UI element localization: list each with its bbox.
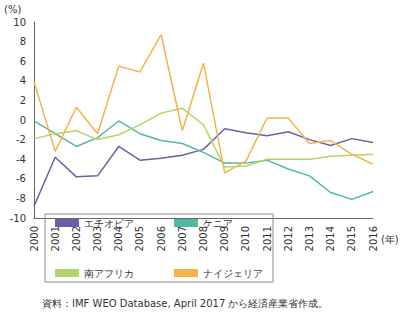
svg-text:2013: 2013 xyxy=(304,226,315,251)
svg-text:2014: 2014 xyxy=(325,226,336,251)
svg-text:-6: -6 xyxy=(16,173,26,184)
svg-text:-2: -2 xyxy=(16,134,26,145)
svg-text:2012: 2012 xyxy=(283,226,294,251)
svg-text:8: 8 xyxy=(20,36,26,47)
svg-text:10: 10 xyxy=(13,17,26,28)
svg-text:エチオピア: エチオピア xyxy=(84,218,134,229)
svg-text:2: 2 xyxy=(20,95,26,106)
svg-text:2016: 2016 xyxy=(368,226,379,251)
svg-text:南アフリカ: 南アフリカ xyxy=(84,268,134,279)
svg-text:0: 0 xyxy=(20,115,26,126)
svg-text:-8: -8 xyxy=(16,193,26,204)
svg-text:4: 4 xyxy=(20,75,26,86)
svg-text:(%): (%) xyxy=(4,4,21,15)
svg-text:ケニア: ケニア xyxy=(203,218,233,229)
svg-text:ナイジェリア: ナイジェリア xyxy=(203,268,263,279)
svg-text:-4: -4 xyxy=(16,154,26,165)
svg-text:2015: 2015 xyxy=(346,226,357,251)
svg-text:資料：IMF WEO Database, April 201: 資料：IMF WEO Database, April 2017 から経済産業省作… xyxy=(42,298,329,309)
svg-text:2000: 2000 xyxy=(29,226,40,251)
svg-text:6: 6 xyxy=(20,56,26,67)
svg-text:(年): (年) xyxy=(381,234,399,245)
svg-text:-10: -10 xyxy=(10,213,26,224)
